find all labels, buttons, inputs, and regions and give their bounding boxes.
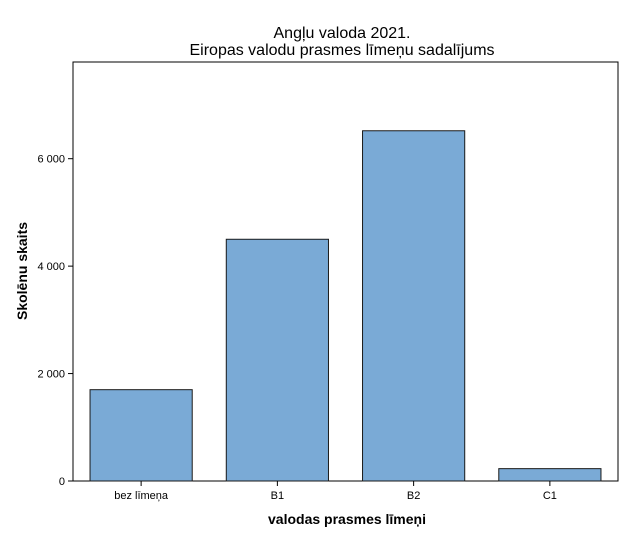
x-tick-label: B2 — [407, 490, 420, 502]
plot-area: 0 2 000 4 000 6 000 bez līmeņa B1 B2 C1 — [37, 61, 619, 502]
bar-3 — [498, 468, 602, 482]
x-tick-label: bez līmeņa — [114, 490, 169, 502]
x-tick-label: B1 — [271, 490, 284, 502]
bar-0 — [89, 389, 193, 482]
y-tick-label: 2 000 — [37, 369, 65, 381]
bar-1 — [225, 238, 329, 482]
y-tick-label: 6 000 — [37, 154, 65, 166]
x-axis-title: valodas prasmes līmeņi — [268, 511, 426, 527]
y-tick-label: 4 000 — [37, 261, 65, 273]
chart-title-line-2: Eiropas valodu prasmes līmeņu sadalījums — [189, 42, 494, 59]
bar-2 — [362, 130, 466, 482]
plot-frame — [72, 61, 619, 482]
x-tick-label: C1 — [543, 490, 557, 502]
chart-title-line-1: Angļu valoda 2021. — [274, 25, 411, 42]
y-axis-title: Skolēnu skaits — [14, 222, 30, 320]
y-tick-label: 0 — [59, 476, 65, 488]
